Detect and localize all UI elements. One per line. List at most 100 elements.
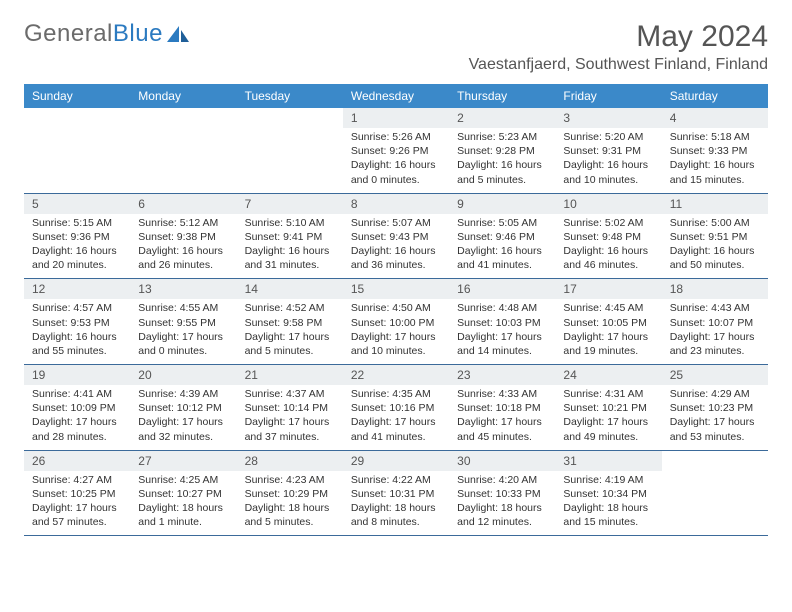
day-cell xyxy=(237,108,343,193)
sunrise-text: Sunrise: 4:29 AM xyxy=(670,387,760,401)
day-details: Sunrise: 5:12 AMSunset: 9:38 PMDaylight:… xyxy=(130,214,236,279)
sunrise-text: Sunrise: 4:31 AM xyxy=(563,387,653,401)
daylight-text: Daylight: 16 hours and 41 minutes. xyxy=(457,244,547,272)
sunset-text: Sunset: 10:16 PM xyxy=(351,401,441,415)
day-details: Sunrise: 5:20 AMSunset: 9:31 PMDaylight:… xyxy=(555,128,661,193)
daylight-text: Daylight: 17 hours and 32 minutes. xyxy=(138,415,228,443)
day-header: Tuesday xyxy=(237,84,343,108)
sunset-text: Sunset: 10:31 PM xyxy=(351,487,441,501)
daylight-text: Daylight: 17 hours and 19 minutes. xyxy=(563,330,653,358)
daylight-text: Daylight: 17 hours and 45 minutes. xyxy=(457,415,547,443)
day-number: 11 xyxy=(662,194,768,214)
sunset-text: Sunset: 10:29 PM xyxy=(245,487,335,501)
day-details: Sunrise: 4:45 AMSunset: 10:05 PMDaylight… xyxy=(555,299,661,364)
sunrise-text: Sunrise: 5:10 AM xyxy=(245,216,335,230)
daylight-text: Daylight: 17 hours and 0 minutes. xyxy=(138,330,228,358)
day-cell: 27Sunrise: 4:25 AMSunset: 10:27 PMDaylig… xyxy=(130,451,236,536)
daylight-text: Daylight: 16 hours and 50 minutes. xyxy=(670,244,760,272)
day-details: Sunrise: 4:41 AMSunset: 10:09 PMDaylight… xyxy=(24,385,130,450)
day-number: 6 xyxy=(130,194,236,214)
day-details: Sunrise: 4:31 AMSunset: 10:21 PMDaylight… xyxy=(555,385,661,450)
day-cell: 21Sunrise: 4:37 AMSunset: 10:14 PMDaylig… xyxy=(237,365,343,450)
day-number: 27 xyxy=(130,451,236,471)
day-details: Sunrise: 4:57 AMSunset: 9:53 PMDaylight:… xyxy=(24,299,130,364)
day-details: Sunrise: 4:27 AMSunset: 10:25 PMDaylight… xyxy=(24,471,130,536)
sunrise-text: Sunrise: 5:05 AM xyxy=(457,216,547,230)
day-cell: 18Sunrise: 4:43 AMSunset: 10:07 PMDaylig… xyxy=(662,279,768,364)
day-number: 4 xyxy=(662,108,768,128)
logo: GeneralBlue xyxy=(24,20,191,48)
month-title: May 2024 xyxy=(469,20,768,54)
day-header: Wednesday xyxy=(343,84,449,108)
daylight-text: Daylight: 16 hours and 36 minutes. xyxy=(351,244,441,272)
day-cell xyxy=(662,451,768,536)
day-number: 28 xyxy=(237,451,343,471)
day-number xyxy=(130,108,236,114)
sunset-text: Sunset: 10:23 PM xyxy=(670,401,760,415)
sunset-text: Sunset: 10:33 PM xyxy=(457,487,547,501)
logo-sail-icon xyxy=(165,24,191,44)
day-number: 5 xyxy=(24,194,130,214)
daylight-text: Daylight: 18 hours and 12 minutes. xyxy=(457,501,547,529)
day-details: Sunrise: 4:33 AMSunset: 10:18 PMDaylight… xyxy=(449,385,555,450)
daylight-text: Daylight: 16 hours and 46 minutes. xyxy=(563,244,653,272)
daylight-text: Daylight: 17 hours and 14 minutes. xyxy=(457,330,547,358)
day-number: 2 xyxy=(449,108,555,128)
daylight-text: Daylight: 16 hours and 26 minutes. xyxy=(138,244,228,272)
week-row: 5Sunrise: 5:15 AMSunset: 9:36 PMDaylight… xyxy=(24,194,768,280)
day-cell: 8Sunrise: 5:07 AMSunset: 9:43 PMDaylight… xyxy=(343,194,449,279)
day-number xyxy=(662,451,768,457)
day-cell: 1Sunrise: 5:26 AMSunset: 9:26 PMDaylight… xyxy=(343,108,449,193)
sunset-text: Sunset: 10:12 PM xyxy=(138,401,228,415)
day-number: 22 xyxy=(343,365,449,385)
day-details: Sunrise: 5:26 AMSunset: 9:26 PMDaylight:… xyxy=(343,128,449,193)
sunset-text: Sunset: 10:18 PM xyxy=(457,401,547,415)
daylight-text: Daylight: 18 hours and 8 minutes. xyxy=(351,501,441,529)
day-cell: 6Sunrise: 5:12 AMSunset: 9:38 PMDaylight… xyxy=(130,194,236,279)
day-number: 29 xyxy=(343,451,449,471)
sunrise-text: Sunrise: 4:39 AM xyxy=(138,387,228,401)
day-number: 19 xyxy=(24,365,130,385)
daylight-text: Daylight: 16 hours and 15 minutes. xyxy=(670,158,760,186)
day-number: 18 xyxy=(662,279,768,299)
daylight-text: Daylight: 17 hours and 28 minutes. xyxy=(32,415,122,443)
day-cell: 3Sunrise: 5:20 AMSunset: 9:31 PMDaylight… xyxy=(555,108,661,193)
day-number: 26 xyxy=(24,451,130,471)
day-number: 12 xyxy=(24,279,130,299)
daylight-text: Daylight: 16 hours and 20 minutes. xyxy=(32,244,122,272)
sunset-text: Sunset: 9:58 PM xyxy=(245,316,335,330)
sunrise-text: Sunrise: 5:02 AM xyxy=(563,216,653,230)
day-number: 16 xyxy=(449,279,555,299)
day-number: 3 xyxy=(555,108,661,128)
day-cell: 25Sunrise: 4:29 AMSunset: 10:23 PMDaylig… xyxy=(662,365,768,450)
sunrise-text: Sunrise: 4:57 AM xyxy=(32,301,122,315)
sunset-text: Sunset: 9:26 PM xyxy=(351,144,441,158)
sunrise-text: Sunrise: 4:37 AM xyxy=(245,387,335,401)
logo-text-1: General xyxy=(24,20,113,48)
sunrise-text: Sunrise: 4:35 AM xyxy=(351,387,441,401)
day-header: Friday xyxy=(555,84,661,108)
day-details: Sunrise: 4:35 AMSunset: 10:16 PMDaylight… xyxy=(343,385,449,450)
sunrise-text: Sunrise: 5:18 AM xyxy=(670,130,760,144)
sunrise-text: Sunrise: 5:15 AM xyxy=(32,216,122,230)
day-cell: 30Sunrise: 4:20 AMSunset: 10:33 PMDaylig… xyxy=(449,451,555,536)
daylight-text: Daylight: 16 hours and 5 minutes. xyxy=(457,158,547,186)
sunset-text: Sunset: 9:53 PM xyxy=(32,316,122,330)
calendar: Sunday Monday Tuesday Wednesday Thursday… xyxy=(24,84,768,536)
sunrise-text: Sunrise: 4:33 AM xyxy=(457,387,547,401)
day-header: Monday xyxy=(130,84,236,108)
daylight-text: Daylight: 17 hours and 41 minutes. xyxy=(351,415,441,443)
day-header: Thursday xyxy=(449,84,555,108)
day-details: Sunrise: 4:22 AMSunset: 10:31 PMDaylight… xyxy=(343,471,449,536)
sunrise-text: Sunrise: 5:23 AM xyxy=(457,130,547,144)
week-row: 26Sunrise: 4:27 AMSunset: 10:25 PMDaylig… xyxy=(24,451,768,537)
daylight-text: Daylight: 17 hours and 23 minutes. xyxy=(670,330,760,358)
day-details: Sunrise: 4:19 AMSunset: 10:34 PMDaylight… xyxy=(555,471,661,536)
sunset-text: Sunset: 10:34 PM xyxy=(563,487,653,501)
sunset-text: Sunset: 9:28 PM xyxy=(457,144,547,158)
day-details: Sunrise: 4:37 AMSunset: 10:14 PMDaylight… xyxy=(237,385,343,450)
sunset-text: Sunset: 9:48 PM xyxy=(563,230,653,244)
daylight-text: Daylight: 17 hours and 57 minutes. xyxy=(32,501,122,529)
week-row: 1Sunrise: 5:26 AMSunset: 9:26 PMDaylight… xyxy=(24,108,768,194)
day-number: 15 xyxy=(343,279,449,299)
